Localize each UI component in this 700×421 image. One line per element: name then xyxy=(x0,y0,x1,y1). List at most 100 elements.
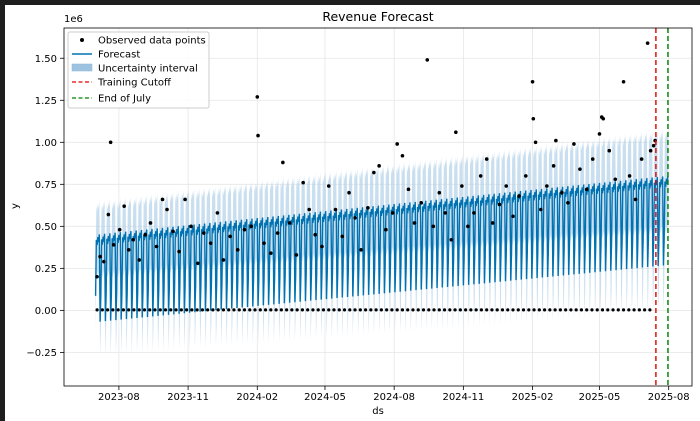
observed-point xyxy=(606,308,610,312)
observed-point xyxy=(106,212,111,217)
observed-point xyxy=(385,308,389,312)
observed-point xyxy=(279,308,283,312)
observed-point xyxy=(479,308,484,312)
observed-point xyxy=(294,253,299,257)
observed-point xyxy=(200,308,204,312)
observed-point xyxy=(235,248,240,252)
observed-point xyxy=(108,140,113,145)
observed-point xyxy=(189,224,193,229)
observed-point xyxy=(411,308,415,312)
observed-point xyxy=(572,142,576,146)
observed-point xyxy=(490,221,495,225)
observed-point xyxy=(531,116,536,121)
y-tick-label: 0.00 xyxy=(35,306,57,317)
observed-point xyxy=(137,258,142,262)
observed-point xyxy=(384,227,388,232)
observed-point xyxy=(300,308,305,312)
observed-point xyxy=(421,308,426,312)
observed-points xyxy=(95,41,657,312)
x-tick-label: 2024-02 xyxy=(236,392,278,403)
observed-point xyxy=(651,143,656,148)
observed-point xyxy=(542,308,547,312)
observed-point xyxy=(553,308,557,312)
observed-point xyxy=(353,308,357,312)
observed-point xyxy=(469,308,473,312)
observed-point xyxy=(269,308,273,312)
observed-point xyxy=(390,211,395,215)
observed-point xyxy=(263,308,268,312)
observed-point xyxy=(437,190,442,195)
observed-point xyxy=(527,308,531,312)
observed-point xyxy=(206,308,210,312)
legend-uncertainty-label: Uncertainty interval xyxy=(98,64,198,75)
observed-point xyxy=(412,221,417,225)
observed-point xyxy=(183,197,187,202)
observed-point xyxy=(165,207,169,212)
observed-point xyxy=(460,184,464,188)
observed-point xyxy=(443,211,448,215)
observed-point xyxy=(127,308,131,312)
observed-point xyxy=(143,232,148,237)
observed-point xyxy=(258,308,262,312)
observed-point xyxy=(564,308,568,312)
observed-point xyxy=(532,308,536,312)
y-tick-label: 1.00 xyxy=(35,138,57,149)
observed-point xyxy=(458,308,462,312)
observed-point xyxy=(574,308,578,312)
chart-title: Revenue Forecast xyxy=(322,9,433,24)
observed-point xyxy=(326,184,331,188)
y-axis-ticks: 1.50 1.25 1.00 0.75 0.50 0.25 0.00 −0.25 xyxy=(26,54,64,359)
observed-point xyxy=(558,308,562,312)
observed-point xyxy=(102,259,106,264)
observed-point xyxy=(171,229,175,234)
observed-point xyxy=(633,197,638,202)
observed-point xyxy=(148,308,152,312)
observed-point xyxy=(100,308,104,312)
y-tick-label: 0.75 xyxy=(35,180,57,191)
legend-end-label: End of July xyxy=(98,94,151,105)
x-axis-ticks: 2023-08 2023-11 2024-02 2024-05 2024-08 2024-… xyxy=(98,386,690,403)
y-tick-label: −0.25 xyxy=(26,348,57,359)
observed-point xyxy=(320,244,324,249)
observed-point xyxy=(116,308,120,312)
observed-point xyxy=(616,308,620,312)
observed-point xyxy=(274,308,278,312)
observed-point xyxy=(98,254,102,259)
observed-point xyxy=(425,58,430,62)
observed-point xyxy=(158,308,162,312)
observed-point xyxy=(154,244,159,249)
x-tick-label: 2024-08 xyxy=(373,392,415,403)
observed-point xyxy=(395,308,399,312)
observed-point xyxy=(419,201,424,205)
plot-area-border xyxy=(63,27,693,387)
x-tick-label: 2024-05 xyxy=(304,392,346,403)
observed-point xyxy=(490,308,494,312)
observed-point xyxy=(131,237,135,242)
observed-point xyxy=(255,95,260,99)
observed-point xyxy=(242,308,247,312)
observed-point xyxy=(472,211,476,215)
legend-observed-label: Observed data points xyxy=(98,36,206,47)
observed-point xyxy=(395,142,399,146)
observed-point xyxy=(648,148,653,153)
observed-point xyxy=(313,232,318,237)
observed-point xyxy=(340,234,345,239)
observed-point xyxy=(307,207,311,212)
observed-point xyxy=(595,308,599,312)
observed-point xyxy=(359,248,363,252)
observed-point xyxy=(347,190,351,195)
observed-point xyxy=(495,308,499,312)
x-tick-label: 2025-05 xyxy=(579,392,621,403)
observed-point xyxy=(169,308,173,312)
observed-point xyxy=(295,308,299,312)
observed-point xyxy=(432,308,436,312)
observed-point xyxy=(611,308,615,312)
observed-point xyxy=(400,153,405,158)
observed-point xyxy=(537,308,541,312)
observed-point xyxy=(511,214,515,219)
observed-point xyxy=(485,308,489,312)
y-tick-label: 0.50 xyxy=(35,222,57,233)
observed-point xyxy=(431,224,436,229)
observed-point xyxy=(215,211,220,215)
